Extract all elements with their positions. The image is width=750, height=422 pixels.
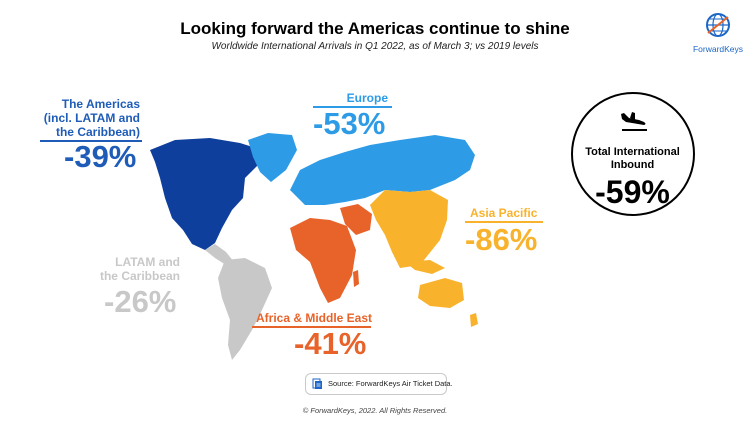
latam-label-line1: LATAM and xyxy=(115,255,180,269)
asia-pacific-divider xyxy=(465,221,543,223)
europe-pct: -53% xyxy=(313,106,386,141)
map-madagascar xyxy=(353,270,359,287)
forwardkeys-logo: ForwardKeys xyxy=(692,12,744,54)
map-australia xyxy=(418,278,464,308)
map-middle-east xyxy=(340,204,372,235)
americas-pct: -39% xyxy=(64,139,137,174)
europe-divider xyxy=(313,106,392,108)
latam-pct: -26% xyxy=(104,284,177,319)
map-europe xyxy=(290,135,475,205)
americas-label-line1: The Americas xyxy=(61,97,140,111)
americas-label-line2: (incl. LATAM and xyxy=(43,111,140,125)
map-new-zealand xyxy=(470,313,478,327)
total-label-line2: Inbound xyxy=(610,159,655,171)
source-text: Source: ForwardKeys Air Ticket Data. xyxy=(328,379,453,388)
plane-landing-icon xyxy=(621,112,647,131)
document-icon xyxy=(312,378,322,389)
map-southeast-asia xyxy=(405,260,445,274)
map-north-america xyxy=(150,138,262,250)
map-asia xyxy=(370,190,448,268)
map-greenland xyxy=(248,133,297,182)
logo-wordmark: ForwardKeys xyxy=(692,44,744,54)
map-south-america xyxy=(218,258,272,360)
americas-divider xyxy=(40,140,142,142)
total-label-line1: Total International xyxy=(585,146,680,158)
europe-label: Europe xyxy=(346,91,388,105)
latam-label-line2: the Caribbean xyxy=(99,269,180,283)
globe-icon xyxy=(706,13,730,37)
page-title: Looking forward the Americas continue to… xyxy=(180,19,570,38)
americas-label: The Americas (incl. LATAM and the Caribb… xyxy=(40,97,140,139)
asia-pacific-label: Asia Pacific xyxy=(470,206,538,220)
asia-pacific-pct: -86% xyxy=(465,222,538,257)
africa-me-label: Africa & Middle East xyxy=(256,311,373,325)
total-label: Total International Inbound xyxy=(573,146,692,172)
africa-me-divider xyxy=(252,326,371,328)
americas-label-line3: the Caribbean) xyxy=(55,125,140,139)
source-box: Source: ForwardKeys Air Ticket Data. xyxy=(305,373,453,395)
copyright: © ForwardKeys, 2022. All Rights Reserved… xyxy=(302,406,448,415)
africa-me-pct: -41% xyxy=(294,326,367,361)
total-pct: -59% xyxy=(595,174,670,210)
latam-label: LATAM and the Caribbean xyxy=(85,255,180,283)
total-inbound-badge: Total International Inbound -59% xyxy=(571,92,695,216)
page-subtitle: Worldwide International Arrivals in Q1 2… xyxy=(211,41,539,52)
map-africa xyxy=(290,218,356,303)
map-central-america xyxy=(205,244,234,265)
